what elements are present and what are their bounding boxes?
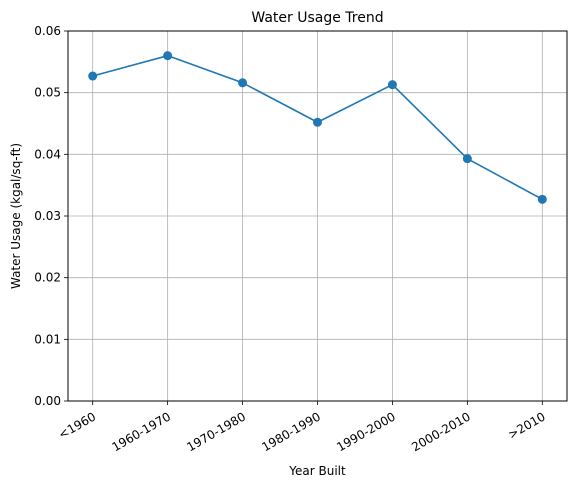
grid-lines <box>68 30 567 402</box>
y-tick-label: 0.00 <box>34 394 61 408</box>
data-point <box>462 154 472 164</box>
y-tick-label: 0.03 <box>34 209 61 223</box>
data-point <box>313 117 322 127</box>
data-point <box>537 194 547 204</box>
chart-title: Water Usage Trend <box>251 10 383 26</box>
series-layer <box>88 51 547 204</box>
y-tick-label: 0.06 <box>34 24 61 38</box>
y-tick-label: 0.02 <box>34 271 61 285</box>
data-point <box>238 78 248 88</box>
data-point <box>163 51 173 61</box>
y-axis-label: Water Usage (kgal/sq-ft) <box>9 143 23 289</box>
data-point <box>387 80 397 90</box>
data-point <box>88 71 98 81</box>
y-tick-label: 0.01 <box>34 332 61 346</box>
y-tick-label: 0.05 <box>34 86 61 100</box>
x-axis-label: Year Built <box>288 464 346 478</box>
y-tick-label: 0.04 <box>34 147 61 161</box>
